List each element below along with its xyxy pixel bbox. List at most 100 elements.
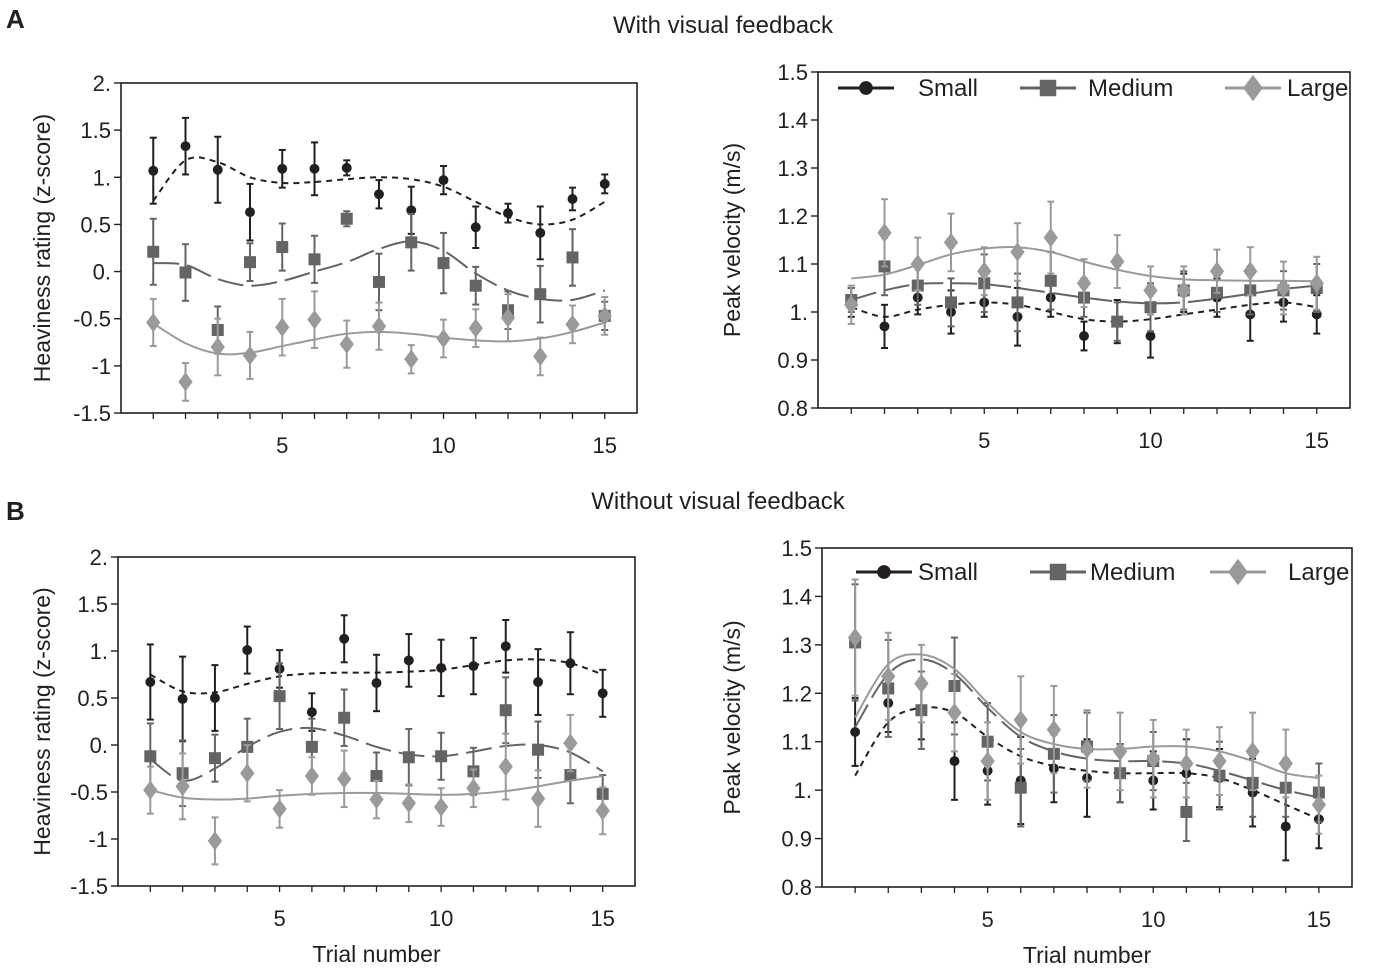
data-point-large — [468, 318, 483, 338]
data-point-small — [209, 693, 220, 703]
data-point-large — [307, 309, 322, 330]
data-point-medium — [305, 740, 318, 753]
data-point-small — [599, 178, 610, 189]
trend-line-small — [152, 156, 606, 226]
y-tick-label: 1.5 — [777, 60, 808, 85]
data-point-large — [1112, 741, 1128, 762]
y-tick-label: 1. — [93, 165, 111, 190]
y-tick-label: 1.5 — [80, 118, 111, 143]
data-point-medium — [532, 743, 545, 756]
data-point-large — [404, 349, 419, 369]
x-tick-label: 5 — [982, 907, 994, 932]
data-point-large — [1243, 261, 1258, 281]
data-point-large — [980, 751, 995, 771]
data-point-large — [844, 295, 859, 315]
data-point-large — [275, 317, 290, 337]
data-point-small — [503, 208, 513, 219]
data-point-medium — [370, 770, 383, 783]
panel-b-title: Without visual feedback — [591, 488, 845, 515]
y-tick-label: 1.3 — [777, 156, 808, 181]
y-tick-label: 0.8 — [777, 396, 808, 421]
data-point-medium — [273, 690, 286, 703]
data-point-large — [146, 312, 161, 333]
x-tick-label: 10 — [429, 906, 453, 931]
x-tick-label: 15 — [593, 433, 617, 458]
y-tick-label: 1. — [790, 300, 808, 325]
data-point-large — [1079, 739, 1095, 759]
data-point-large — [1110, 251, 1125, 272]
data-point-small — [306, 707, 317, 718]
data-point-small — [1280, 821, 1291, 832]
trend-line-medium — [854, 658, 1320, 799]
data-point-small — [180, 141, 191, 152]
data-point-large — [143, 780, 158, 800]
data-point-large — [977, 261, 992, 281]
data-point-medium — [276, 241, 289, 254]
data-point-large — [533, 346, 548, 367]
data-point-medium — [499, 704, 512, 717]
x-axis-label: Trial number — [312, 941, 441, 967]
data-point-small — [436, 662, 447, 673]
data-point-large — [530, 788, 546, 809]
data-point-small — [535, 227, 546, 238]
y-tick-label: 0.5 — [80, 212, 111, 237]
y-tick-label: 1.2 — [777, 204, 808, 229]
y-tick-label: 1. — [90, 639, 108, 664]
data-point-small — [148, 165, 159, 176]
data-point-medium — [144, 750, 157, 763]
legend-marker-large — [1228, 558, 1248, 586]
y-tick-label: -1 — [91, 354, 111, 379]
y-tick-label: 1. — [794, 778, 812, 803]
data-point-large — [1010, 242, 1025, 262]
y-tick-label: 0. — [90, 733, 108, 758]
data-point-medium — [534, 288, 547, 301]
data-point-large — [947, 702, 962, 723]
data-point-large — [240, 763, 255, 783]
data-point-large — [498, 756, 513, 777]
data-point-medium — [566, 251, 579, 264]
data-point-small — [309, 163, 320, 174]
y-axis-label: Peak velocity (m/s) — [719, 620, 745, 814]
data-point-small — [406, 205, 417, 216]
data-point-large — [433, 797, 449, 817]
x-tick-label: 5 — [273, 906, 285, 931]
data-point-large — [1013, 710, 1028, 730]
data-point-large — [272, 799, 287, 819]
legend-label-small: Small — [918, 559, 978, 586]
data-point-large — [1212, 751, 1227, 771]
y-tick-label: 1.2 — [781, 681, 812, 706]
data-point-small — [879, 321, 890, 332]
data-point-large — [436, 328, 451, 349]
data-point-small — [533, 677, 544, 687]
y-tick-label: 1.1 — [777, 252, 808, 277]
y-axis-label: Peak velocity (m/s) — [719, 143, 745, 337]
data-point-medium — [147, 245, 160, 258]
data-point-small — [145, 677, 156, 687]
data-point-small — [212, 164, 223, 175]
x-tick-label: 5 — [276, 433, 288, 458]
y-tick-label: 1.1 — [781, 730, 812, 755]
data-point-medium — [1180, 805, 1193, 818]
data-point-large — [1209, 261, 1225, 281]
legend-label-large: Large — [1288, 559, 1349, 586]
x-tick-label: 15 — [590, 906, 614, 931]
legend-label-large: Large — [1287, 75, 1348, 102]
data-point-large — [369, 789, 384, 810]
data-point-small — [949, 756, 960, 767]
data-point-large — [500, 308, 516, 328]
y-tick-label: 0.5 — [77, 686, 108, 711]
data-point-large — [1176, 280, 1191, 301]
y-tick-label: 1.5 — [781, 536, 812, 561]
data-point-medium — [945, 296, 957, 309]
y-tick-label: 1.3 — [781, 633, 812, 658]
data-point-large — [304, 766, 320, 786]
data-point-small — [468, 661, 479, 671]
data-point-large — [207, 831, 223, 851]
x-tick-label: 10 — [431, 433, 455, 458]
data-point-large — [242, 345, 258, 366]
legend-marker-small — [877, 565, 891, 579]
data-point-large — [175, 776, 190, 797]
legend-marker-small — [859, 81, 873, 95]
data-point-medium — [373, 275, 385, 288]
